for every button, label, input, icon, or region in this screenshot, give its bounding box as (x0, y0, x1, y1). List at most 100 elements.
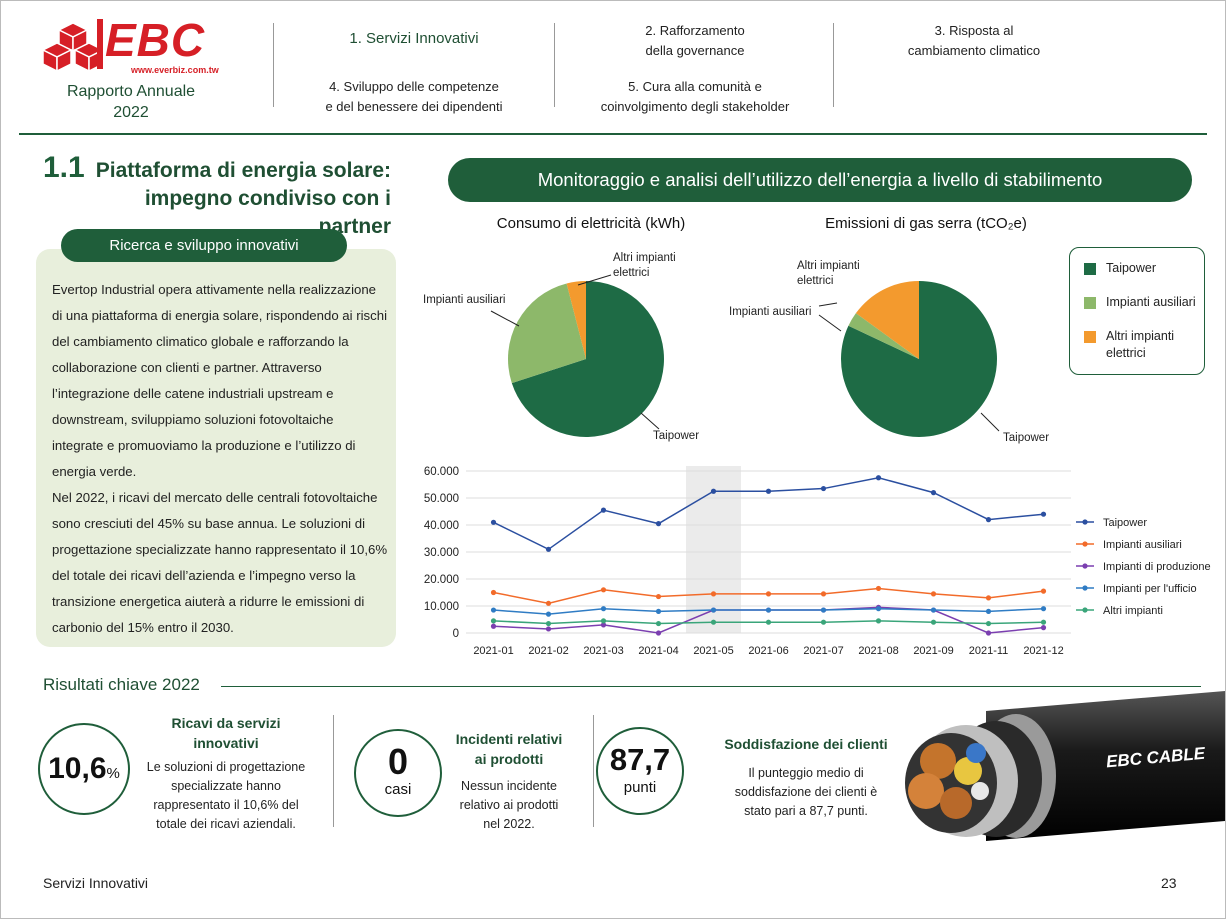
data-point (986, 630, 991, 635)
report-page: EBC www.everbiz.com.tw Rapporto Annuale … (0, 0, 1226, 919)
kpi-text: Le soluzioni di progettazione specializz… (143, 758, 309, 834)
data-point (766, 607, 771, 612)
kpi-circle: 10,6% (38, 723, 130, 815)
line-chart: 010.00020.00030.00040.00050.00060.000202… (421, 456, 1211, 668)
legend-marker (1082, 607, 1087, 612)
data-point (711, 591, 716, 596)
data-point (711, 489, 716, 494)
nav-divider (554, 23, 555, 107)
data-point (711, 620, 716, 625)
data-point (601, 587, 606, 592)
kpi-divider (333, 715, 334, 827)
body-text: Evertop Industrial opera attivamente nel… (52, 277, 388, 641)
nav-item[interactable]: 4. Sviluppo delle competenze e del benes… (283, 77, 545, 117)
data-point (876, 618, 881, 623)
data-point (986, 595, 991, 600)
legend-label: Taipower (1106, 260, 1198, 277)
data-point (1041, 512, 1046, 517)
pie-callout: Taipower (1003, 431, 1083, 446)
kpi-text: Il punteggio medio di soddisfazione dei … (723, 764, 889, 821)
data-point (546, 601, 551, 606)
data-point (1041, 620, 1046, 625)
kpi-title: Incidenti relativi ai prodotti (449, 729, 569, 769)
pie-callout: Taipower (653, 429, 733, 444)
data-point (491, 624, 496, 629)
legend-marker (1082, 541, 1087, 546)
data-point (931, 591, 936, 596)
data-point (491, 520, 496, 525)
data-point (546, 621, 551, 626)
kpi-unit: casi (356, 781, 440, 798)
x-tick-label: 2021-09 (913, 645, 953, 657)
nav-divider (833, 23, 834, 107)
subsection-pill: Ricerca e sviluppo innovativi (61, 229, 347, 262)
x-tick-label: 2021-01 (473, 645, 513, 657)
legend-swatch (1084, 331, 1096, 343)
data-point (711, 607, 716, 612)
x-tick-label: 2021-12 (1023, 645, 1063, 657)
results-title: Risultati chiave 2022 (43, 675, 210, 695)
paragraph: Nel 2022, i ricavi del mercato delle cen… (52, 485, 388, 641)
data-point (986, 621, 991, 626)
pie-callout: Impianti ausiliari (729, 305, 849, 320)
data-point (766, 591, 771, 596)
data-point (766, 489, 771, 494)
y-tick-label: 0 (453, 628, 459, 640)
data-point (931, 607, 936, 612)
x-tick-label: 2021-11 (969, 645, 1009, 657)
data-point (876, 586, 881, 591)
y-tick-label: 20.000 (424, 574, 459, 586)
x-tick-label: 2021-07 (803, 645, 843, 657)
x-tick-label: 2021-06 (748, 645, 788, 657)
kpi-unit: punti (598, 779, 682, 796)
legend-swatch (1084, 297, 1096, 309)
x-tick-label: 2021-05 (693, 645, 733, 657)
x-tick-label: 2021-08 (858, 645, 898, 657)
nav-divider (273, 23, 274, 107)
kpi-divider (593, 715, 594, 827)
data-point (656, 621, 661, 626)
data-point (1041, 606, 1046, 611)
kpi-title: Soddisfazione dei clienti (706, 734, 906, 754)
kpi-value: 10,6 (48, 752, 106, 785)
data-point (491, 618, 496, 623)
data-point (876, 475, 881, 480)
page-number: 23 (1161, 875, 1177, 891)
nav-item[interactable]: 1. Servizi Innovativi (283, 29, 545, 49)
chart-title: Emissioni di gas serra (tCO₂e) (806, 215, 1046, 232)
legend-swatch (1084, 263, 1096, 275)
legend-label: Impianti ausiliari (1106, 294, 1198, 311)
data-point (546, 626, 551, 631)
legend-label: Taipower (1103, 517, 1147, 529)
data-point (931, 620, 936, 625)
x-tick-label: 2021-02 (528, 645, 568, 657)
data-point (986, 517, 991, 522)
logo-url: www.everbiz.com.tw (131, 65, 219, 75)
y-tick-label: 40.000 (424, 520, 459, 532)
data-point (601, 618, 606, 623)
nav-item[interactable]: 5. Cura alla comunità e coinvolgimento d… (564, 77, 826, 117)
legend-marker (1082, 563, 1087, 568)
legend-label: Impianti ausiliari (1103, 539, 1182, 551)
chart-panel-title: Monitoraggio e analisi dell’utilizzo del… (448, 158, 1192, 202)
pie-callout: Altri impianti elettrici (613, 251, 703, 281)
nav-item[interactable]: 2. Rafforzamento della governance (564, 21, 826, 61)
pie-callout: Altri impianti elettrici (797, 259, 877, 289)
data-point (491, 607, 496, 612)
data-point (821, 620, 826, 625)
nav-item[interactable]: 3. Risposta al cambiamento climatico (843, 21, 1105, 61)
data-point (601, 606, 606, 611)
y-tick-label: 10.000 (424, 601, 459, 613)
data-point (1041, 625, 1046, 630)
data-point (986, 609, 991, 614)
results-rule (221, 686, 1201, 687)
callout-lines (401, 251, 1061, 451)
kpi-value: 0 (356, 743, 440, 781)
footer-section: Servizi Innovativi (43, 875, 148, 891)
data-point (656, 594, 661, 599)
legend-marker (1082, 585, 1087, 590)
data-point (546, 547, 551, 552)
pie-callout: Impianti ausiliari (423, 293, 543, 308)
